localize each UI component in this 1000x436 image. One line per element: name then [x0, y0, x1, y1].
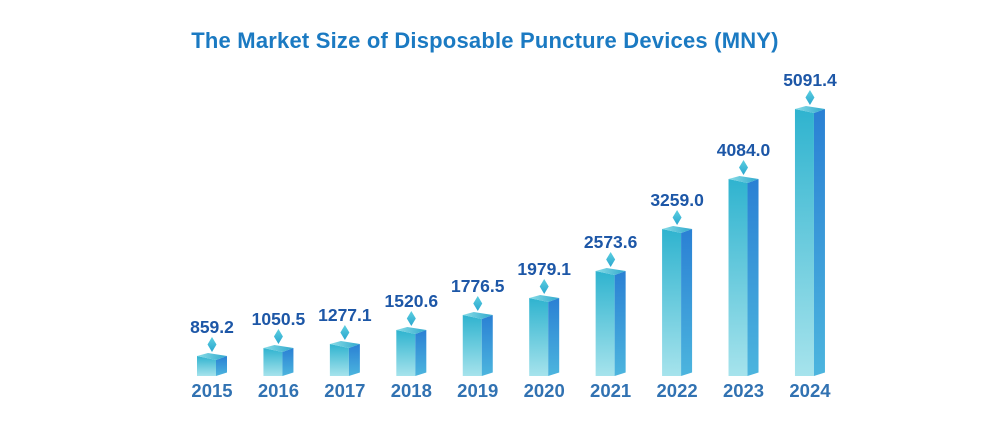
- x-axis-label: 2023: [723, 380, 764, 401]
- x-axis-label: 2019: [457, 380, 498, 401]
- x-axis-label: 2021: [590, 380, 631, 401]
- bar-side-face: [747, 179, 759, 376]
- bar-side-face: [813, 109, 825, 376]
- bars-layer: 859.220151050.520161277.120171520.620181…: [190, 70, 837, 401]
- x-axis-label: 2020: [524, 380, 565, 401]
- diamond-marker-icon: [606, 252, 616, 267]
- bar-value-label: 3259.0: [650, 190, 704, 210]
- bar-top-face: [662, 226, 693, 233]
- bar-front-face: [662, 229, 682, 376]
- x-axis-label: 2024: [789, 380, 831, 401]
- bar-side-face: [415, 330, 427, 376]
- x-axis-label: 2015: [191, 380, 232, 401]
- bar-top-face: [329, 341, 360, 348]
- bar-group-2015: 859.2 2015: [190, 317, 234, 401]
- diamond-marker-icon: [273, 329, 283, 344]
- bar-top-face: [529, 295, 560, 302]
- bar-group-2023: 4084.0 2023: [717, 140, 771, 401]
- diamond-marker-icon: [406, 311, 416, 326]
- diamond-marker-icon: [340, 325, 350, 340]
- bar-group-2021: 2573.6 2021: [584, 232, 638, 401]
- bar-top-face: [462, 312, 493, 319]
- bar-group-2018: 1520.6 2018: [385, 291, 439, 401]
- bar-top-face: [263, 345, 294, 352]
- bar-front-face: [794, 109, 814, 376]
- bar-value-label: 1520.6: [385, 291, 439, 311]
- bar-front-face: [462, 315, 482, 376]
- x-axis-label: 2016: [258, 380, 299, 401]
- bar-side-face: [548, 298, 560, 376]
- bar-group-2016: 1050.5 2016: [252, 309, 306, 401]
- x-axis-label: 2022: [657, 380, 698, 401]
- bar-side-face: [282, 348, 294, 376]
- bar-front-face: [263, 348, 283, 376]
- bar-group-2019: 1776.5 2019: [451, 276, 505, 401]
- bar-top-face: [197, 353, 227, 360]
- bar-top-face: [595, 268, 626, 275]
- bar-top-face: [728, 176, 759, 183]
- bar-front-face: [728, 179, 748, 376]
- bar-front-face: [595, 271, 615, 376]
- diamond-marker-icon: [739, 160, 749, 175]
- bar-front-face: [197, 356, 216, 376]
- bar-value-label: 1050.5: [252, 309, 306, 329]
- bar-side-face: [681, 229, 693, 376]
- diamond-marker-icon: [539, 279, 549, 294]
- diamond-marker-icon: [473, 296, 483, 311]
- diamond-marker-icon: [805, 90, 815, 105]
- bar-value-label: 859.2: [190, 317, 234, 337]
- bar-value-label: 4084.0: [717, 140, 771, 160]
- bar-front-face: [396, 330, 416, 376]
- bar-group-2017: 1277.1 2017: [318, 305, 372, 401]
- bar-top-face: [396, 327, 427, 334]
- bar-top-face: [794, 106, 825, 113]
- bar-group-2020: 1979.1 2020: [517, 259, 571, 401]
- bar-value-label: 2573.6: [584, 232, 638, 252]
- bar-side-face: [614, 271, 626, 376]
- bar-front-face: [529, 298, 549, 376]
- x-axis-label: 2018: [391, 380, 432, 401]
- diamond-marker-icon: [672, 210, 682, 225]
- bar-side-face: [348, 344, 360, 376]
- bar-value-label: 1776.5: [451, 276, 505, 296]
- diamond-marker-icon: [207, 337, 217, 352]
- bar-side-face: [481, 315, 493, 376]
- bar-group-2022: 3259.0 2022: [650, 190, 704, 401]
- bar-value-label: 1277.1: [318, 305, 372, 325]
- bar-side-face: [216, 356, 227, 376]
- bar-group-2024: 5091.4 2024: [783, 70, 837, 401]
- bar-value-label: 5091.4: [783, 70, 837, 90]
- bar-value-label: 1979.1: [517, 259, 571, 279]
- bar-front-face: [329, 344, 349, 376]
- chart-title: The Market Size of Disposable Puncture D…: [191, 28, 779, 53]
- x-axis-label: 2017: [324, 380, 365, 401]
